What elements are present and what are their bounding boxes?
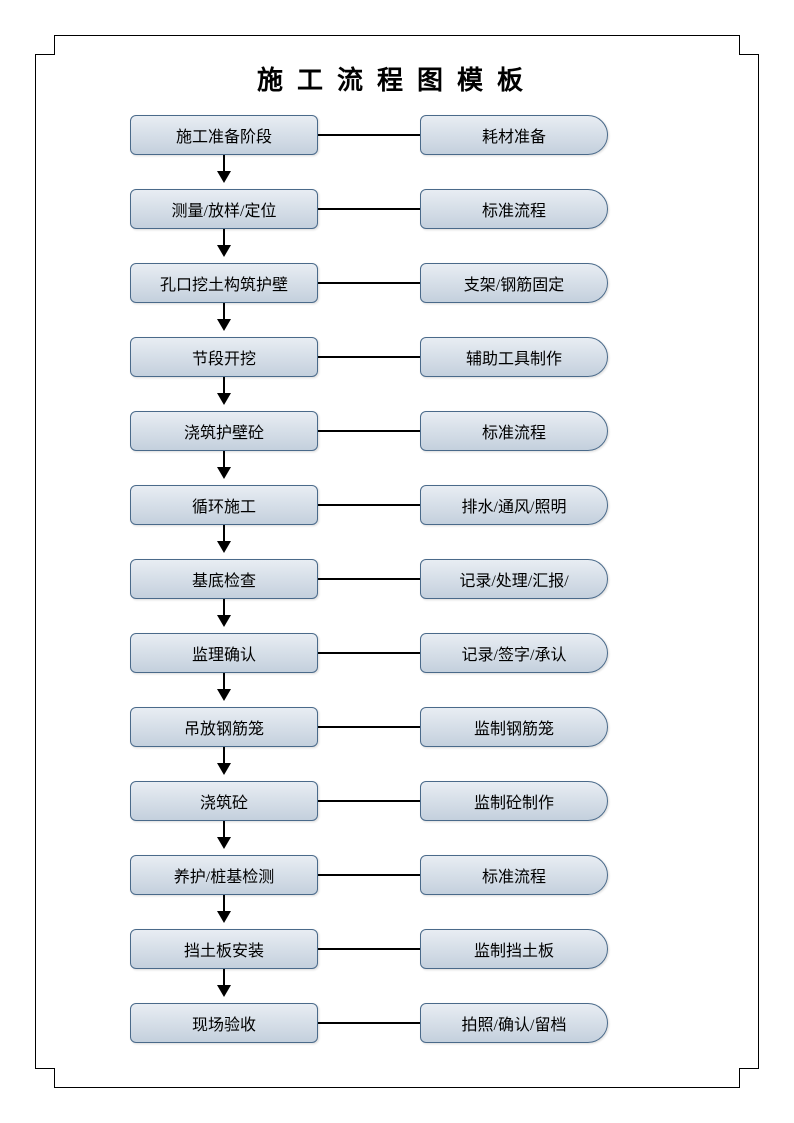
down-arrow xyxy=(223,155,225,181)
corner-decoration xyxy=(739,35,759,55)
process-box: 施工准备阶段 xyxy=(130,115,318,155)
side-box: 监制挡土板 xyxy=(420,929,608,969)
down-arrow xyxy=(223,895,225,921)
process-box: 养护/桩基检测 xyxy=(130,855,318,895)
flowchart-row: 养护/桩基检测 标准流程 xyxy=(0,855,794,929)
flowchart-row: 测量/放样/定位 标准流程 xyxy=(0,189,794,263)
flowchart-row: 挡土板安装 监制挡土板 xyxy=(0,929,794,1003)
side-box: 标准流程 xyxy=(420,855,608,895)
flowchart-row: 浇筑护壁砼 标准流程 xyxy=(0,411,794,485)
side-box: 支架/钢筋固定 xyxy=(420,263,608,303)
down-arrow xyxy=(223,525,225,551)
process-box: 测量/放样/定位 xyxy=(130,189,318,229)
down-arrow xyxy=(223,377,225,403)
process-box: 节段开挖 xyxy=(130,337,318,377)
horizontal-connector xyxy=(318,504,420,506)
corner-decoration xyxy=(35,35,55,55)
side-box: 监制钢筋笼 xyxy=(420,707,608,747)
flowchart-row: 循环施工 排水/通风/照明 xyxy=(0,485,794,559)
process-box: 基底检查 xyxy=(130,559,318,599)
side-box: 排水/通风/照明 xyxy=(420,485,608,525)
flowchart-row: 现场验收 拍照/确认/留档 xyxy=(0,1003,794,1077)
side-box: 耗材准备 xyxy=(420,115,608,155)
down-arrow xyxy=(223,969,225,995)
process-box: 吊放钢筋笼 xyxy=(130,707,318,747)
side-box: 标准流程 xyxy=(420,411,608,451)
process-box: 挡土板安装 xyxy=(130,929,318,969)
down-arrow xyxy=(223,303,225,329)
down-arrow xyxy=(223,599,225,625)
down-arrow xyxy=(223,451,225,477)
side-box: 拍照/确认/留档 xyxy=(420,1003,608,1043)
side-box: 记录/处理/汇报/ xyxy=(420,559,608,599)
process-box: 现场验收 xyxy=(130,1003,318,1043)
down-arrow xyxy=(223,673,225,699)
side-box: 标准流程 xyxy=(420,189,608,229)
process-box: 孔口挖土构筑护壁 xyxy=(130,263,318,303)
process-box: 浇筑砼 xyxy=(130,781,318,821)
page-title: 施工流程图模板 xyxy=(0,60,794,97)
flowchart-row: 孔口挖土构筑护壁 支架/钢筋固定 xyxy=(0,263,794,337)
flowchart-row: 节段开挖 辅助工具制作 xyxy=(0,337,794,411)
horizontal-connector xyxy=(318,356,420,358)
flowchart-row: 吊放钢筋笼 监制钢筋笼 xyxy=(0,707,794,781)
side-box: 监制砼制作 xyxy=(420,781,608,821)
side-box: 辅助工具制作 xyxy=(420,337,608,377)
horizontal-connector xyxy=(318,578,420,580)
horizontal-connector xyxy=(318,208,420,210)
horizontal-connector xyxy=(318,282,420,284)
horizontal-connector xyxy=(318,430,420,432)
process-box: 监理确认 xyxy=(130,633,318,673)
side-box: 记录/签字/承认 xyxy=(420,633,608,673)
flowchart-row: 浇筑砼 监制砼制作 xyxy=(0,781,794,855)
horizontal-connector xyxy=(318,1022,420,1024)
down-arrow xyxy=(223,747,225,773)
process-box: 循环施工 xyxy=(130,485,318,525)
horizontal-connector xyxy=(318,726,420,728)
down-arrow xyxy=(223,229,225,255)
flowchart-container: 施工准备阶段耗材准备测量/放样/定位标准流程孔口挖土构筑护壁支架/钢筋固定节段开… xyxy=(0,115,794,1077)
flowchart-row: 基底检查 记录/处理/汇报/ xyxy=(0,559,794,633)
horizontal-connector xyxy=(318,134,420,136)
flowchart-row: 监理确认 记录/签字/承认 xyxy=(0,633,794,707)
horizontal-connector xyxy=(318,948,420,950)
horizontal-connector xyxy=(318,652,420,654)
horizontal-connector xyxy=(318,874,420,876)
down-arrow xyxy=(223,821,225,847)
process-box: 浇筑护壁砼 xyxy=(130,411,318,451)
flowchart-row: 施工准备阶段 耗材准备 xyxy=(0,115,794,189)
horizontal-connector xyxy=(318,800,420,802)
